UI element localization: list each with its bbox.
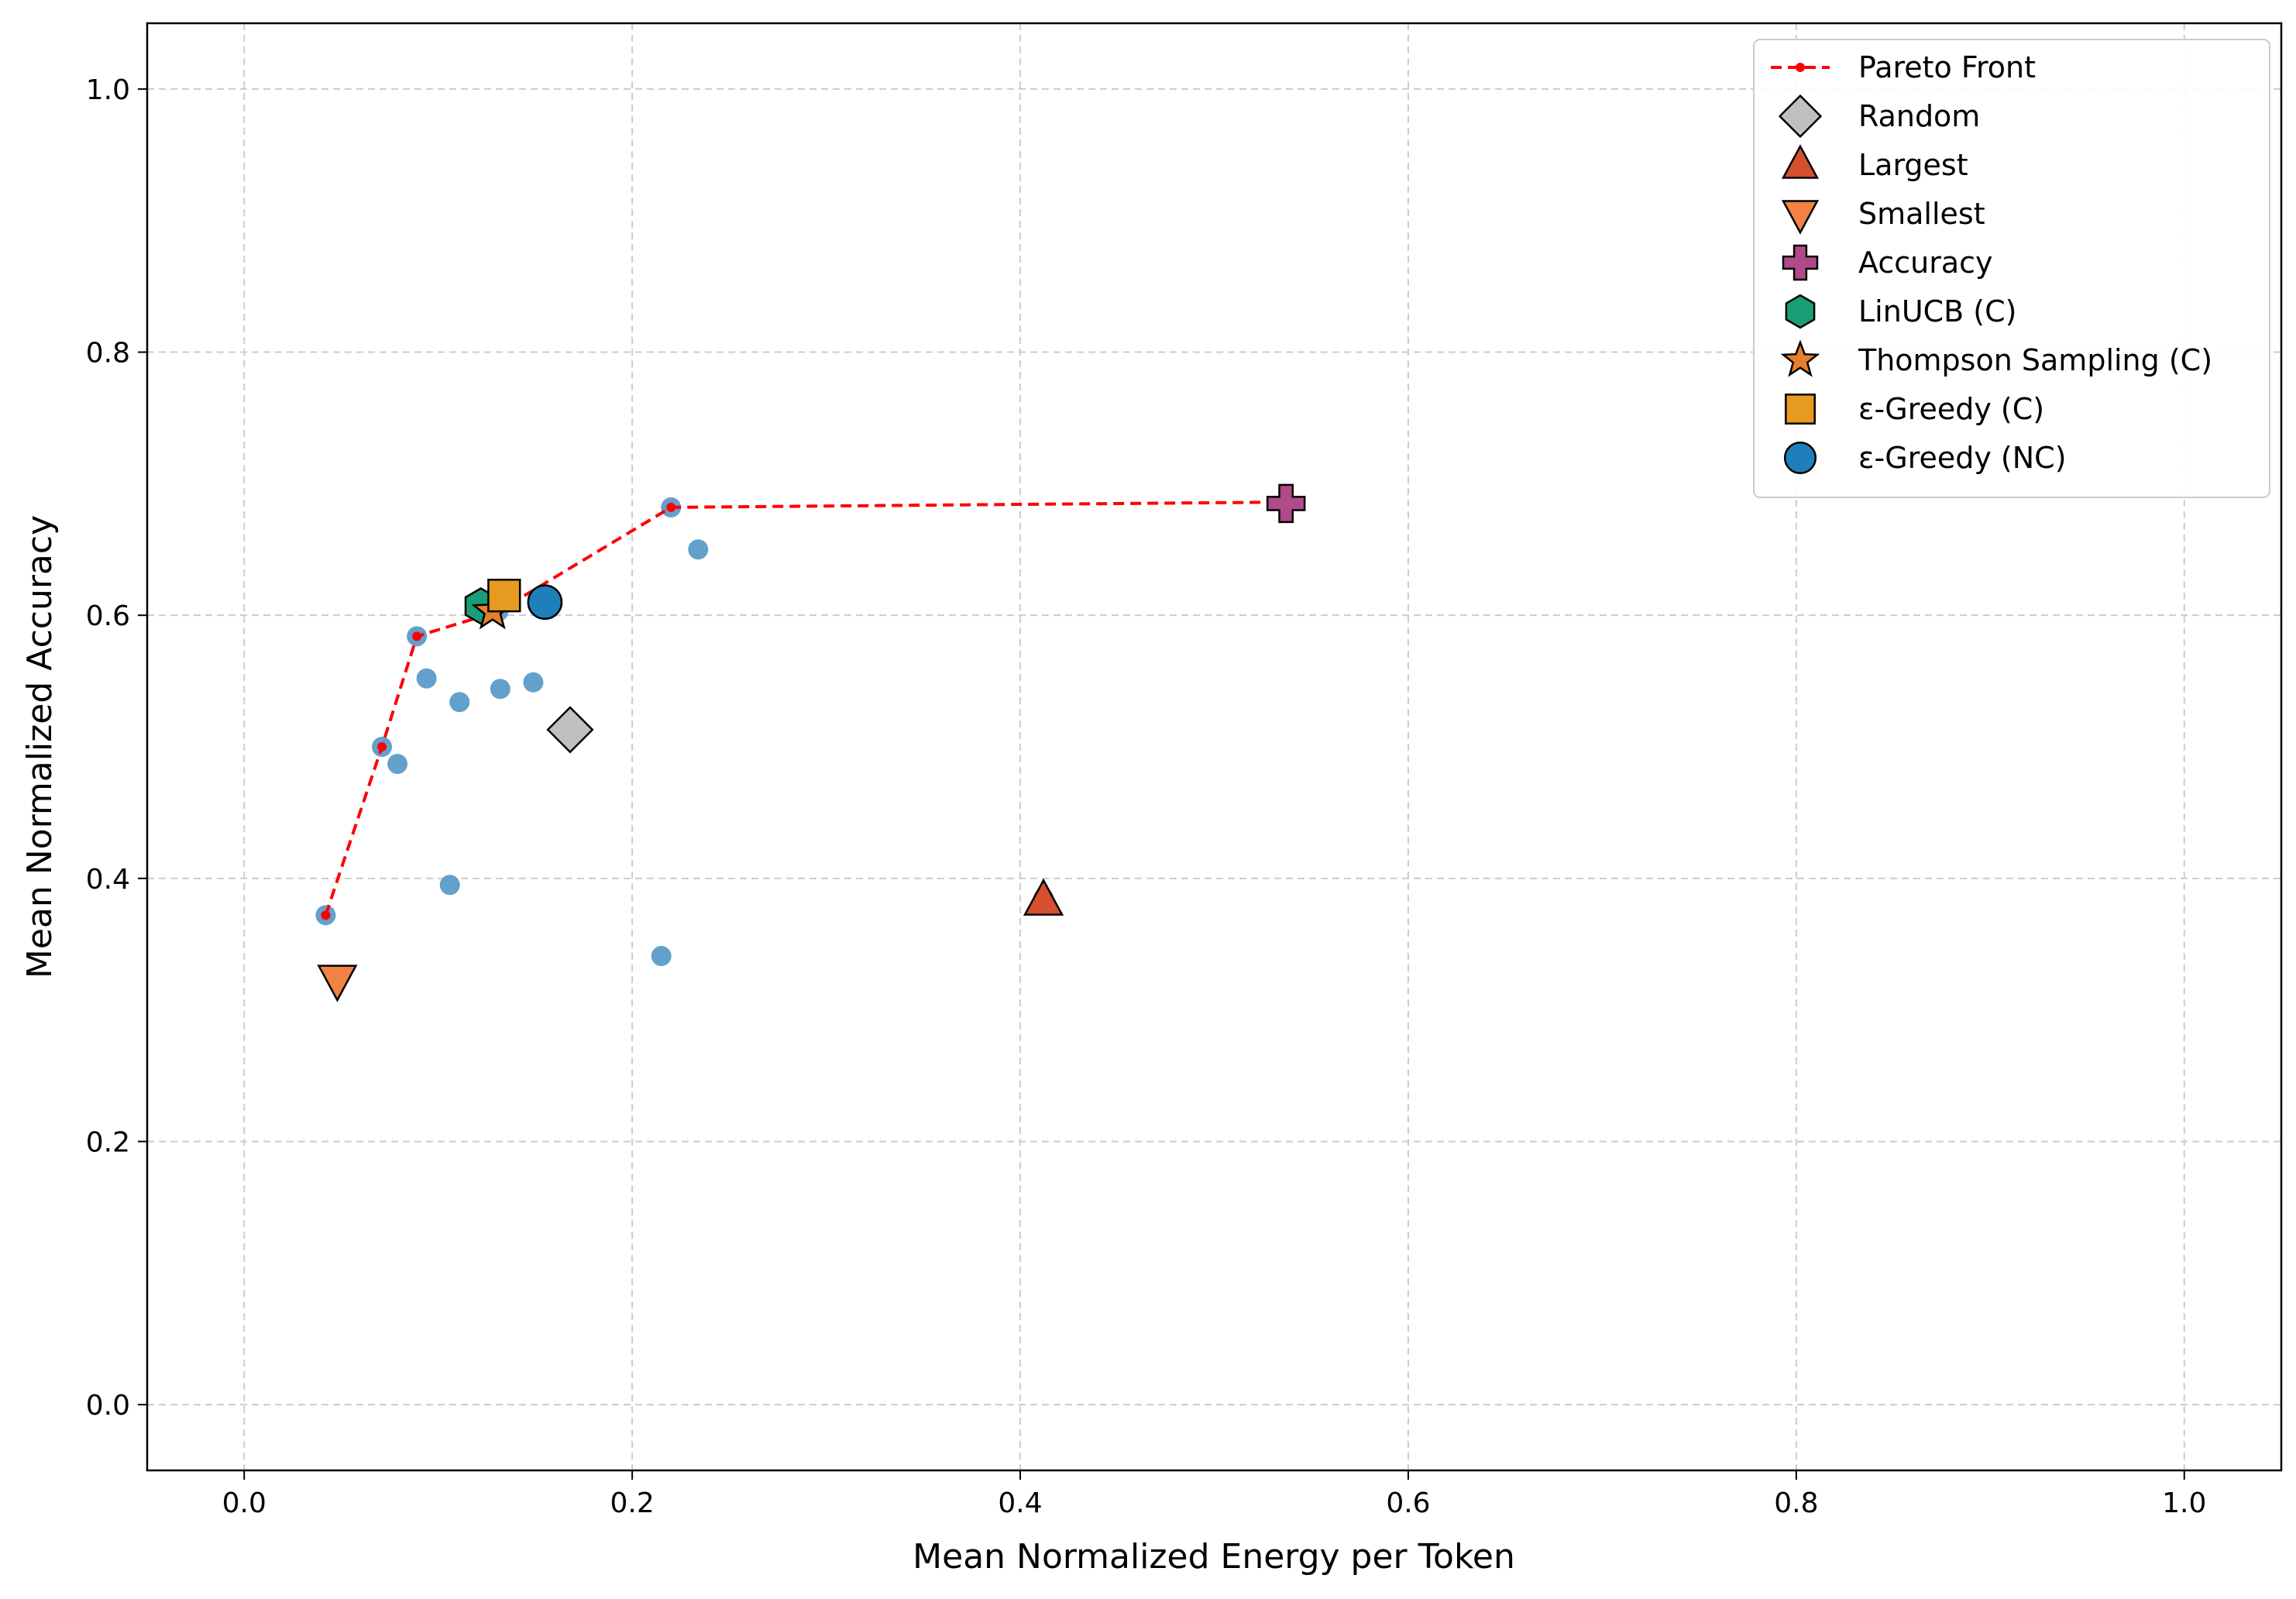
legend-swatch-plus bbox=[1782, 244, 1819, 281]
x-tick-label: 0.0 bbox=[222, 1487, 266, 1519]
plot-frame bbox=[146, 22, 2283, 1472]
x-tick-label: 0.8 bbox=[1774, 1487, 1818, 1519]
marker-circle bbox=[527, 584, 563, 621]
legend-label: LinUCB (C) bbox=[1858, 294, 2017, 328]
data-point bbox=[387, 754, 408, 775]
legend-label: Smallest bbox=[1858, 197, 1985, 231]
legend-label: Pareto Front bbox=[1858, 50, 2036, 84]
x-tick-label: 1.0 bbox=[2162, 1487, 2206, 1519]
legend-swatch-triangle-down bbox=[1781, 200, 1820, 235]
data-point bbox=[439, 875, 460, 896]
data-point bbox=[688, 539, 709, 560]
pareto-front-point bbox=[412, 631, 422, 641]
y-axis-label: Mean Normalized Accuracy bbox=[20, 515, 60, 978]
legend-swatch-diamond bbox=[1778, 94, 1823, 139]
x-tick-label: 0.2 bbox=[610, 1487, 655, 1519]
marker-triangle-down bbox=[317, 965, 358, 1002]
data-point bbox=[523, 672, 544, 693]
legend-label: Thompson Sampling (C) bbox=[1858, 343, 2212, 377]
legend-swatch-point bbox=[1796, 63, 1805, 72]
legend-label: Accuracy bbox=[1858, 246, 1993, 280]
data-point bbox=[490, 679, 510, 700]
y-tick-label: 0.0 bbox=[86, 1390, 130, 1422]
data-point bbox=[416, 668, 437, 689]
marker-diamond bbox=[546, 706, 594, 754]
marker-plus bbox=[1266, 483, 1306, 524]
legend-label: ε-Greedy (NC) bbox=[1858, 441, 2067, 475]
legend-swatch-triangle-up bbox=[1781, 144, 1820, 179]
legend-box bbox=[1753, 39, 2270, 498]
legend-swatch-hexagon bbox=[1785, 294, 1816, 329]
x-tick-label: 0.4 bbox=[998, 1487, 1042, 1519]
x-tick-label: 0.6 bbox=[1386, 1487, 1430, 1519]
legend-swatch-square bbox=[1785, 394, 1816, 425]
y-tick-label: 1.0 bbox=[86, 74, 130, 106]
y-tick-label: 0.4 bbox=[86, 864, 130, 896]
series-markers bbox=[317, 483, 1306, 1002]
y-axis-ticks: 0.0 0.2 0.4 0.6 0.8 1.0 bbox=[86, 74, 147, 1422]
x-axis-label: Mean Normalized Energy per Token bbox=[913, 1537, 1515, 1577]
marker-triangle-up bbox=[1023, 878, 1064, 916]
legend-label: Random bbox=[1858, 99, 1980, 133]
legend-swatch-circle bbox=[1783, 441, 1817, 475]
x-axis-ticks: 0.0 0.2 0.4 0.6 0.8 1.0 bbox=[222, 1470, 2206, 1519]
data-point bbox=[651, 946, 672, 967]
y-tick-label: 0.8 bbox=[86, 338, 130, 370]
legend: Pareto Front Random Largest Smallest Accurac… bbox=[1753, 39, 2270, 498]
data-point bbox=[449, 692, 470, 713]
legend-label: ε-Greedy (C) bbox=[1858, 392, 2044, 426]
pareto-front-point bbox=[321, 910, 331, 920]
legend-swatch-star bbox=[1780, 339, 1820, 377]
y-tick-label: 0.6 bbox=[86, 600, 130, 632]
pareto-front-point bbox=[377, 742, 387, 751]
marker-square bbox=[487, 579, 521, 613]
pareto-front-line bbox=[324, 500, 1287, 916]
legend-label: Largest bbox=[1858, 148, 1968, 182]
y-tick-label: 0.2 bbox=[86, 1126, 130, 1158]
pareto-front-point bbox=[666, 502, 676, 512]
